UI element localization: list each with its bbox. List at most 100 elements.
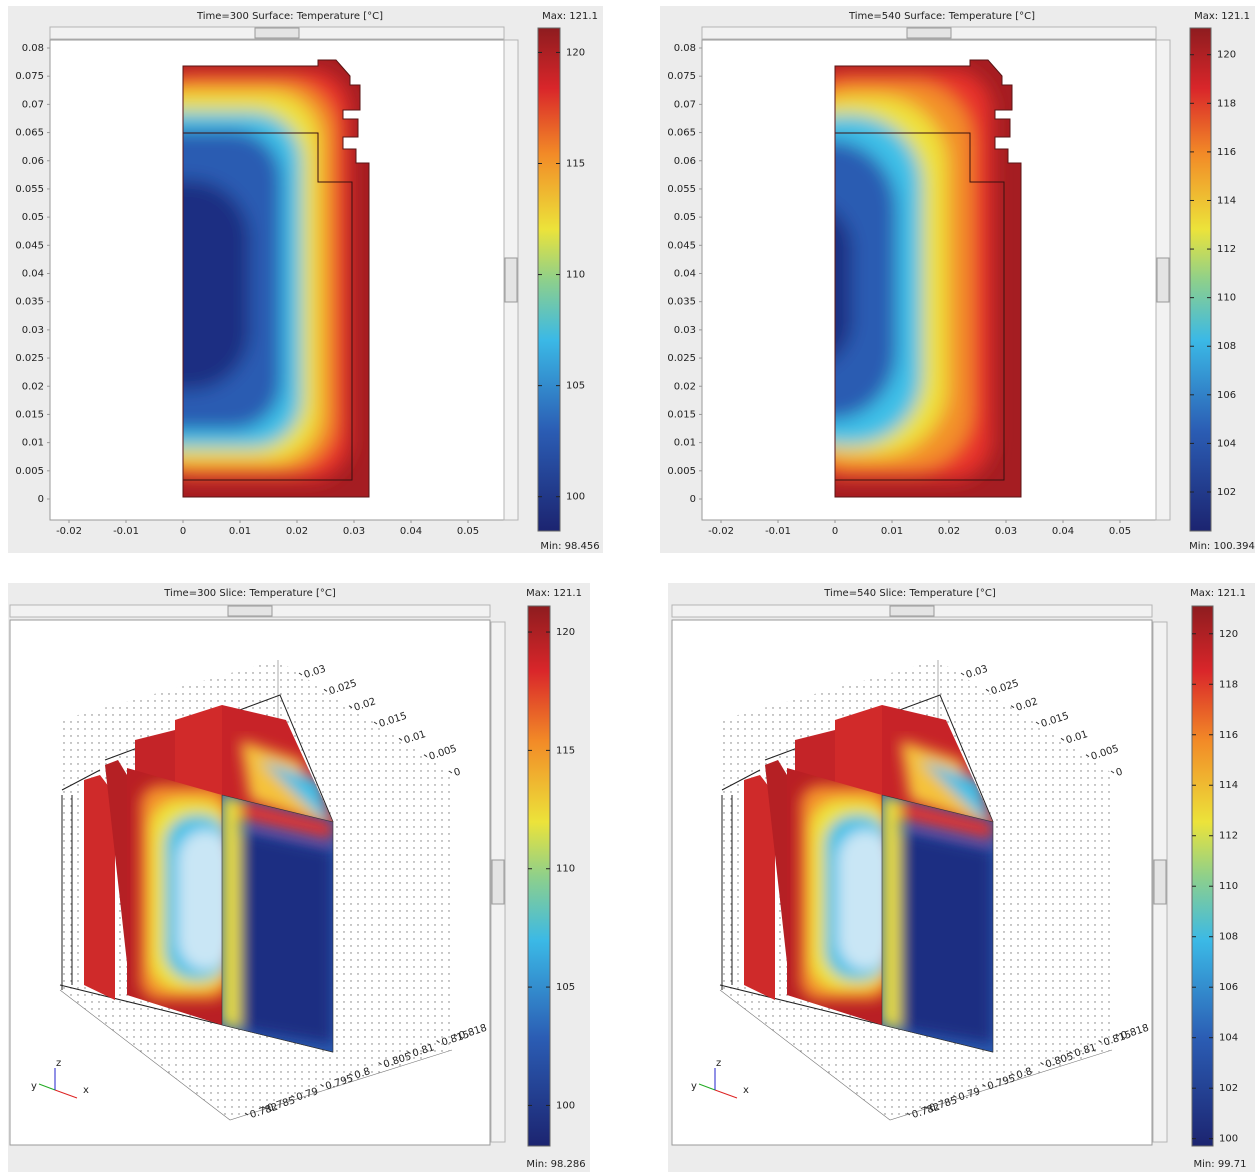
depth-axis-tick	[960, 672, 965, 676]
colorbar-tick-label: 102	[1219, 1083, 1238, 1094]
colorbar-tick-label: 100	[556, 1100, 575, 1111]
y-tick-label: 0.02	[22, 381, 44, 392]
y-tick-label: 0.055	[667, 184, 696, 195]
y-tick-label: 0.07	[674, 99, 696, 110]
colorbar-tick-label: 118	[1219, 679, 1238, 690]
length-axis-tick	[407, 1051, 411, 1054]
length-axis-tick	[436, 1040, 440, 1043]
length-axis-tick	[1069, 1051, 1073, 1054]
y-tick-label: 0.075	[667, 71, 696, 82]
y-tick-label: 0.075	[15, 71, 44, 82]
plot-title: Time=300 Slice: Temperature [°C]	[163, 588, 336, 599]
max-caption: Max:	[542, 11, 566, 22]
y-tick-label: 0.08	[674, 43, 696, 54]
colorbar-tick-label: 110	[1219, 881, 1238, 892]
depth-axis-tick	[448, 770, 453, 774]
triad-label: x	[743, 1085, 749, 1096]
y-tick-label: 0.055	[15, 184, 44, 195]
y-tick-label: 0.05	[674, 212, 696, 223]
colorbar-tick-label: 110	[556, 864, 575, 875]
colorbar-tick-label: 105	[556, 982, 575, 993]
length-axis-tick	[378, 1062, 382, 1065]
y-tick-label: 0.03	[22, 325, 44, 336]
colorbar-tick-label: 104	[1219, 1033, 1238, 1044]
y-tick-label: 0.065	[15, 128, 44, 139]
y-tick-label: 0.01	[674, 438, 696, 449]
depth-axis-tick	[423, 754, 428, 758]
y-tick-label: 0.07	[22, 99, 44, 110]
y-tick-label: 0.035	[667, 297, 696, 308]
depth-axis-tick-label: 0	[453, 767, 462, 779]
colorbar-tick-label: 108	[1219, 932, 1238, 943]
min-caption: Min:	[1189, 541, 1210, 552]
scroll-thumb[interactable]	[504, 257, 518, 303]
depth-axis-tick	[985, 688, 990, 692]
scroll-thumb[interactable]	[254, 27, 300, 39]
length-axis-tick	[320, 1084, 324, 1087]
scroll-thumb[interactable]	[1153, 859, 1167, 905]
scroll-thumb[interactable]	[1156, 257, 1170, 303]
length-axis-tick	[1011, 1073, 1015, 1076]
max-value: 121.1	[553, 588, 582, 599]
x-tick-label: 0.01	[229, 526, 251, 537]
y-tick-label: 0.025	[15, 353, 44, 364]
y-tick-label: 0.03	[674, 325, 696, 336]
min-value: 98.456	[565, 541, 600, 552]
colorbar-tick-label: 106	[1217, 390, 1236, 401]
depth-axis-tick	[373, 721, 378, 725]
x-tick-label: -0.02	[708, 526, 734, 537]
colorbar-tick-label: 112	[1217, 244, 1236, 255]
colorbar-tick-label: 116	[1217, 147, 1236, 158]
y-tick-label: 0.04	[674, 269, 696, 280]
min-label: Min: 98.286	[526, 1159, 585, 1170]
colorbar	[527, 605, 551, 1147]
min-value: 99.71	[1218, 1159, 1247, 1170]
length-axis-tick	[262, 1106, 266, 1109]
length-axis-tick	[924, 1106, 928, 1109]
y-tick-label: 0.045	[15, 240, 44, 251]
max-label: Max: 121.1	[542, 11, 598, 22]
x-tick-label: 0.05	[1109, 526, 1131, 537]
x-tick-label: 0.01	[881, 526, 903, 537]
scroll-thumb[interactable]	[889, 605, 935, 617]
length-axis-tick	[291, 1095, 295, 1098]
plot-title: Time=540 Slice: Temperature [°C]	[823, 588, 996, 599]
length-axis-tick-label: 0.8	[1015, 1066, 1034, 1081]
colorbar-tick-label: 114	[1219, 780, 1238, 791]
x-tick-label: 0.03	[343, 526, 365, 537]
y-tick-label: 0.04	[22, 269, 44, 280]
y-tick-label: 0.005	[667, 466, 696, 477]
max-label: Max: 121.1	[526, 588, 582, 599]
y-tick-label: 0.005	[15, 466, 44, 477]
colorbar-tick-label: 112	[1219, 831, 1238, 842]
length-axis-tick	[982, 1084, 986, 1087]
plot-title: Time=540 Surface: Temperature [°C]	[848, 11, 1035, 22]
max-caption: Max:	[1194, 11, 1218, 22]
x-tick-label: -0.02	[56, 526, 82, 537]
min-value: 100.394	[1213, 541, 1254, 552]
length-axis-tick	[244, 1112, 249, 1116]
depth-axis-tick	[298, 672, 303, 676]
triad-label: z	[716, 1058, 721, 1069]
min-label: Min: 98.456	[540, 541, 599, 552]
colorbar-tick-label: 110	[566, 270, 585, 281]
colorbar-tick-label: 100	[566, 492, 585, 503]
depth-axis-tick	[398, 737, 403, 741]
colorbar-tick-label: 120	[1217, 50, 1236, 61]
triad-axis	[698, 1083, 716, 1091]
triad-label: z	[56, 1058, 61, 1069]
scroll-thumb[interactable]	[227, 605, 273, 617]
depth-axis-tick	[1085, 754, 1090, 758]
max-value: 121.1	[1221, 11, 1250, 22]
triad-label: y	[691, 1081, 697, 1092]
x-tick-label: 0	[180, 526, 186, 537]
depth-axis-tick	[1035, 721, 1040, 725]
scroll-thumb[interactable]	[491, 859, 505, 905]
y-tick-label: 0.015	[667, 409, 696, 420]
scroll-thumb[interactable]	[906, 27, 952, 39]
depth-axis-tick	[1060, 737, 1065, 741]
x-tick-label: 0	[832, 526, 838, 537]
x-tick-label: -0.01	[765, 526, 791, 537]
depth-axis-tick	[1110, 770, 1115, 774]
